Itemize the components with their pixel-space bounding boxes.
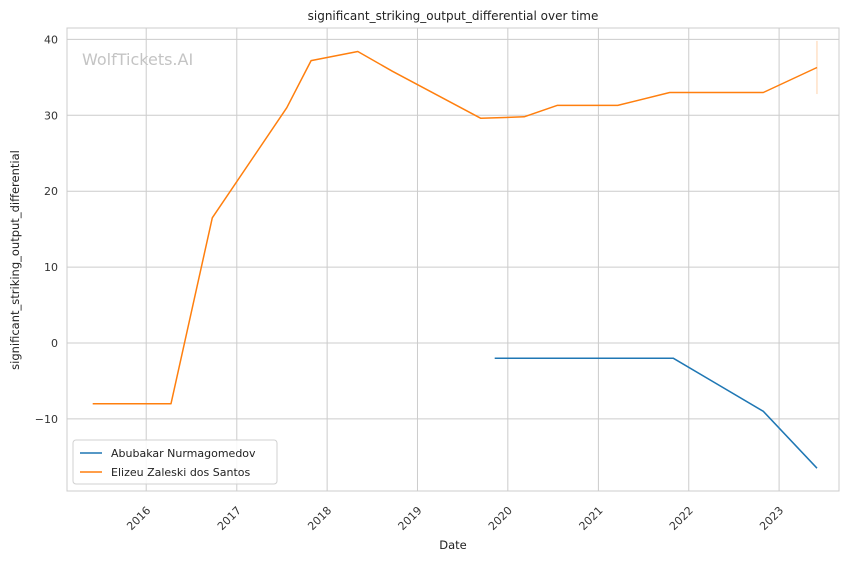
chart-title: significant_striking_output_differential… xyxy=(308,9,599,23)
x-tick-label: 2020 xyxy=(486,504,515,533)
x-axis-title: Date xyxy=(439,538,467,552)
y-tick-label: 0 xyxy=(51,337,58,350)
legend-label-elizeu: Elizeu Zaleski dos Santos xyxy=(111,466,251,479)
x-tick-label: 2021 xyxy=(577,504,606,533)
series-lines xyxy=(92,40,818,469)
series-line-1 xyxy=(92,50,818,405)
series-line-0 xyxy=(494,357,818,469)
y-tick-label: 40 xyxy=(44,33,58,46)
y-axis-title: significant_striking_output_differential xyxy=(8,150,22,370)
x-tick-label: 2016 xyxy=(124,504,153,533)
y-tick-label: 30 xyxy=(44,109,58,122)
x-tick-label: 2017 xyxy=(215,504,244,533)
legend: Abubakar Nurmagomedov Elizeu Zaleski dos… xyxy=(72,439,278,485)
watermark-text: WolfTickets.AI xyxy=(82,50,193,69)
legend-box xyxy=(72,439,278,485)
y-axis-ticks: −10 0 10 20 30 40 xyxy=(35,33,58,426)
legend-label-abubakar: Abubakar Nurmagomedov xyxy=(111,447,256,460)
x-tick-label: 2018 xyxy=(305,504,334,533)
x-tick-label: 2019 xyxy=(396,504,425,533)
y-tick-label: 10 xyxy=(44,261,58,274)
y-tick-label: 20 xyxy=(44,185,58,198)
x-tick-label: 2023 xyxy=(757,504,786,533)
x-axis-ticks: 2016 2017 2018 2019 2020 2021 2022 2023 xyxy=(124,504,786,533)
plot-area xyxy=(66,27,840,492)
x-tick-label: 2022 xyxy=(667,504,696,533)
y-tick-label: −10 xyxy=(35,413,58,426)
